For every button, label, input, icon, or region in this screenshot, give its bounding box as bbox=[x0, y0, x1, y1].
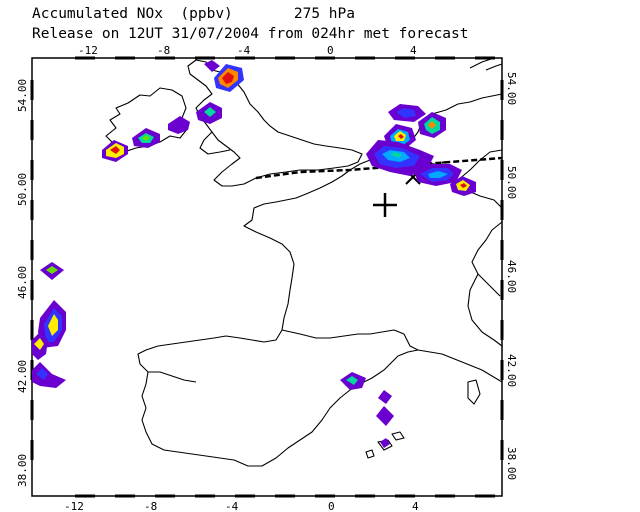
corsica-coast bbox=[467, 379, 481, 405]
patch-atlantic-low bbox=[32, 362, 66, 388]
patch-scotland-north bbox=[204, 60, 220, 72]
lat-labels-left: 54.00 50.00 46.00 42.00 38.00 bbox=[16, 79, 29, 487]
lat-label: 42.00 bbox=[505, 354, 518, 387]
patch-atlantic-south bbox=[32, 332, 48, 360]
lat-label: 38.00 bbox=[505, 447, 518, 480]
lat-label: 46.00 bbox=[16, 266, 29, 299]
lat-label: 42.00 bbox=[16, 360, 29, 393]
scandinavia-coast bbox=[469, 57, 503, 71]
patch-belgium bbox=[366, 140, 434, 176]
patch-ireland-east bbox=[132, 128, 160, 148]
lat-label: 46.00 bbox=[505, 260, 518, 293]
country-borders bbox=[148, 149, 503, 383]
lat-label: 54.00 bbox=[505, 72, 518, 105]
map-title: Accumulated NOx (ppbv) 275 hPa bbox=[32, 6, 356, 22]
patch-ruhr bbox=[418, 112, 446, 138]
patch-ireland-southwest bbox=[102, 140, 128, 162]
lat-label: 50.00 bbox=[505, 166, 518, 199]
lon-label: -8 bbox=[157, 44, 170, 57]
lat-label: 54.00 bbox=[16, 79, 29, 112]
map-subtitle: Release on 12UT 31/07/2004 from 024hr me… bbox=[32, 26, 469, 42]
map-frame bbox=[31, 57, 503, 497]
lon-label: -4 bbox=[237, 44, 251, 57]
wales-coast bbox=[199, 131, 231, 155]
lon-label: 0 bbox=[327, 44, 334, 57]
lon-labels-top: -12 -8 -4 0 4 bbox=[78, 44, 417, 57]
lon-labels-bottom: -12 -8 -4 0 4 bbox=[64, 500, 419, 512]
britain-coast bbox=[187, 59, 363, 187]
patch-lorraine bbox=[414, 164, 462, 186]
lat-label: 38.00 bbox=[16, 454, 29, 487]
patch-med-3 bbox=[380, 438, 390, 448]
patch-med-2 bbox=[376, 406, 394, 426]
patch-ireland-north bbox=[168, 116, 190, 134]
concentration-patches bbox=[32, 60, 476, 448]
release-site-marker bbox=[373, 193, 397, 217]
patch-atlantic-north bbox=[40, 262, 64, 280]
lon-label: 0 bbox=[328, 500, 335, 512]
frame-ticks bbox=[30, 56, 504, 498]
patch-catalonia bbox=[340, 372, 366, 390]
patch-rhine bbox=[450, 176, 476, 196]
lon-label: -12 bbox=[64, 500, 84, 512]
lon-label: 4 bbox=[412, 500, 419, 512]
lon-label: -4 bbox=[225, 500, 239, 512]
patch-netherlands-north bbox=[388, 104, 426, 122]
patch-atlantic-mid bbox=[38, 300, 66, 348]
lon-label: -12 bbox=[78, 44, 98, 57]
continent-coast bbox=[137, 93, 503, 467]
lon-label: 4 bbox=[410, 44, 417, 57]
patch-north-england bbox=[214, 64, 244, 92]
lon-label: -8 bbox=[144, 500, 157, 512]
patch-irish-sea bbox=[196, 102, 222, 124]
lat-label: 50.00 bbox=[16, 173, 29, 206]
patch-med-1 bbox=[378, 390, 392, 404]
lat-labels-right: 54.00 50.00 46.00 42.00 38.00 bbox=[505, 72, 518, 480]
